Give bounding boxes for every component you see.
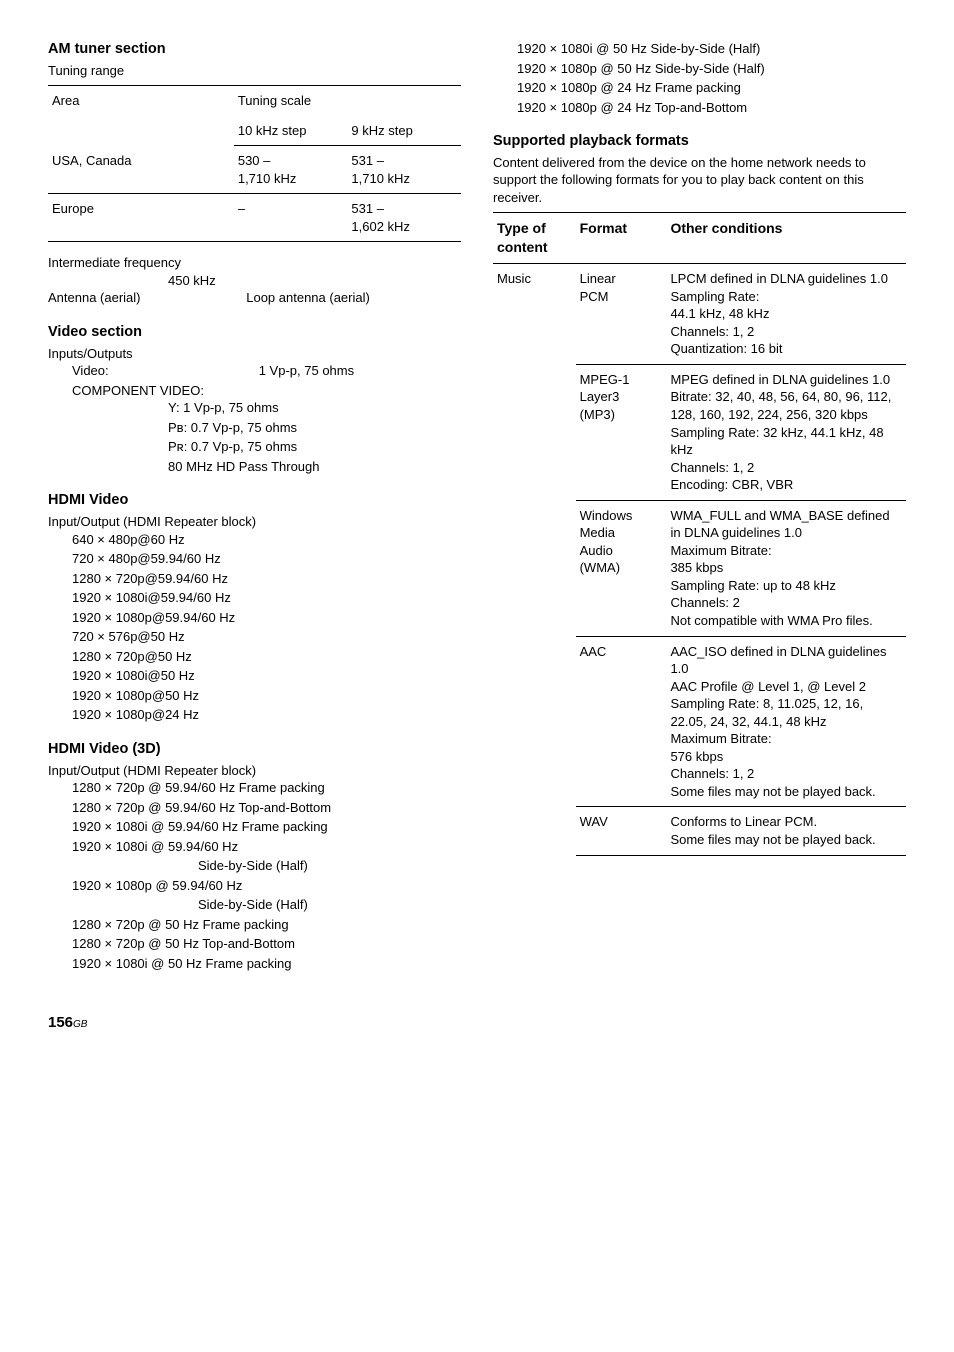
cell-format: WAV xyxy=(576,807,667,855)
antenna-value: Loop antenna (aerial) xyxy=(246,289,461,307)
formats-table: Type ofcontent Format Other conditions M… xyxy=(493,212,906,855)
supported-formats-section: Supported playback formats Content deliv… xyxy=(493,132,906,855)
cell-format: AAC xyxy=(576,636,667,807)
hdmi-3d-mode-line: 1920 × 1080p @ 50 Hz Side-by-Side (Half) xyxy=(493,60,906,78)
video-spec-line: Y: 1 Vp-p, 75 ohms xyxy=(48,399,461,417)
page-gb: GB xyxy=(73,1019,87,1030)
tuning-table: Area Tuning scale 10 kHz step 9 kHz step… xyxy=(48,85,461,242)
cell-conditions: LPCM defined in DLNA guidelines 1.0Sampl… xyxy=(666,264,906,365)
th-format: Format xyxy=(576,213,667,264)
hdmi-mode-line: 720 × 576p@50 Hz xyxy=(48,628,461,646)
hdmi-3d-mode-line: Side-by-Side (Half) xyxy=(48,857,461,875)
cell-type: Music xyxy=(493,264,576,365)
hdmi-mode-line: 1920 × 1080p@50 Hz xyxy=(48,687,461,705)
video-label: Video: xyxy=(72,362,259,380)
hdmi-mode-line: 640 × 480p@60 Hz xyxy=(48,531,461,549)
video-heading: Video section xyxy=(48,323,461,343)
supported-heading: Supported playback formats xyxy=(493,132,906,152)
cell-type xyxy=(493,364,576,500)
hdmi-mode-line: 1280 × 720p@50 Hz xyxy=(48,648,461,666)
hdmi-3d-mode-line: 1280 × 720p @ 50 Hz Top-and-Bottom xyxy=(48,935,461,953)
supported-desc: Content delivered from the device on the… xyxy=(493,154,906,207)
hdmi-mode-line: 720 × 480p@59.94/60 Hz xyxy=(48,550,461,568)
th-10khz: 10 kHz step xyxy=(234,116,348,146)
formats-row: WindowsMediaAudio(WMA)WMA_FULL and WMA_B… xyxy=(493,500,906,636)
hdmi-video-sub: Input/Output (HDMI Repeater block) xyxy=(48,513,461,531)
th-conditions: Other conditions xyxy=(666,213,906,264)
formats-row: WAVConforms to Linear PCM.Some files may… xyxy=(493,807,906,855)
formats-row: MusicLinearPCMLPCM defined in DLNA guide… xyxy=(493,264,906,365)
th-type: Type ofcontent xyxy=(493,213,576,264)
hdmi-3d-continued: 1920 × 1080i @ 50 Hz Side-by-Side (Half)… xyxy=(493,40,906,116)
cell-format: LinearPCM xyxy=(576,264,667,365)
page-footer: 156GB xyxy=(48,1013,906,1033)
hdmi-3d-heading: HDMI Video (3D) xyxy=(48,740,461,760)
cell-c2-1: 531 –1,602 kHz xyxy=(347,194,461,242)
hdmi-3d-mode-line: 1920 × 1080i @ 59.94/60 Hz Frame packing xyxy=(48,818,461,836)
hdmi-3d-mode-line: 1920 × 1080p @ 59.94/60 Hz xyxy=(48,877,461,895)
hdmi-3d-mode-line: 1280 × 720p @ 59.94/60 Hz Top-and-Bottom xyxy=(48,799,461,817)
video-spec-line: Pʙ: 0.7 Vp-p, 75 ohms xyxy=(48,419,461,437)
hdmi-3d-section: HDMI Video (3D) Input/Output (HDMI Repea… xyxy=(48,740,461,973)
video-spec-line: 80 MHz HD Pass Through xyxy=(48,458,461,476)
am-tuner-heading: AM tuner section xyxy=(48,40,461,60)
cell-c1-1: – xyxy=(234,194,348,242)
cell-type xyxy=(493,500,576,636)
cell-conditions: Conforms to Linear PCM.Some files may no… xyxy=(666,807,906,855)
am-tuner-section: AM tuner section Tuning range Area Tunin… xyxy=(48,40,461,307)
hdmi-3d-mode-line: 1280 × 720p @ 50 Hz Frame packing xyxy=(48,916,461,934)
hdmi-mode-line: 1920 × 1080p@24 Hz xyxy=(48,706,461,724)
video-value: 1 Vp-p, 75 ohms xyxy=(259,362,461,380)
cell-format: WindowsMediaAudio(WMA) xyxy=(576,500,667,636)
hdmi-video-heading: HDMI Video xyxy=(48,491,461,511)
intermediate-freq-label: Intermediate frequency xyxy=(48,254,461,272)
hdmi-3d-sub: Input/Output (HDMI Repeater block) xyxy=(48,762,461,780)
hdmi-mode-line: 1920 × 1080i@50 Hz xyxy=(48,667,461,685)
th-scale: Tuning scale xyxy=(234,86,461,116)
tuning-range-label: Tuning range xyxy=(48,62,461,80)
hdmi-3d-mode-line: 1920 × 1080i @ 50 Hz Frame packing xyxy=(48,955,461,973)
io-label: Inputs/Outputs xyxy=(48,345,461,363)
hdmi-3d-mode-line: 1280 × 720p @ 59.94/60 Hz Frame packing xyxy=(48,779,461,797)
cell-type xyxy=(493,636,576,807)
cell-conditions: MPEG defined in DLNA guidelines 1.0Bitra… xyxy=(666,364,906,500)
th-9khz: 9 kHz step xyxy=(347,116,461,146)
cell-format: MPEG-1Layer3(MP3) xyxy=(576,364,667,500)
hdmi-3d-mode-line: 1920 × 1080i @ 50 Hz Side-by-Side (Half) xyxy=(493,40,906,58)
hdmi-3d-mode-line: Side-by-Side (Half) xyxy=(48,896,461,914)
hdmi-3d-mode-line: 1920 × 1080i @ 59.94/60 Hz xyxy=(48,838,461,856)
hdmi-mode-line: 1920 × 1080i@59.94/60 Hz xyxy=(48,589,461,607)
hdmi-3d-mode-line: 1920 × 1080p @ 24 Hz Top-and-Bottom xyxy=(493,99,906,117)
cell-conditions: WMA_FULL and WMA_BASE defined in DLNA gu… xyxy=(666,500,906,636)
cell-type xyxy=(493,807,576,855)
antenna-label: Antenna (aerial) xyxy=(48,289,246,307)
page-number: 156 xyxy=(48,1014,73,1031)
hdmi-mode-line: 1920 × 1080p@59.94/60 Hz xyxy=(48,609,461,627)
video-spec-line: Pʀ: 0.7 Vp-p, 75 ohms xyxy=(48,438,461,456)
component-label: COMPONENT VIDEO: xyxy=(48,382,461,400)
th-area: Area xyxy=(48,86,234,146)
cell-area-0: USA, Canada xyxy=(48,146,234,194)
hdmi-video-section: HDMI Video Input/Output (HDMI Repeater b… xyxy=(48,491,461,724)
hdmi-mode-line: 1280 × 720p@59.94/60 Hz xyxy=(48,570,461,588)
cell-c1-0: 530 –1,710 kHz xyxy=(234,146,348,194)
cell-c2-0: 531 –1,710 kHz xyxy=(347,146,461,194)
video-section: Video section Inputs/Outputs Video: 1 Vp… xyxy=(48,323,461,475)
formats-row: AACAAC_ISO defined in DLNA guidelines 1.… xyxy=(493,636,906,807)
formats-row: MPEG-1Layer3(MP3)MPEG defined in DLNA gu… xyxy=(493,364,906,500)
hdmi-3d-mode-line: 1920 × 1080p @ 24 Hz Frame packing xyxy=(493,79,906,97)
cell-conditions: AAC_ISO defined in DLNA guidelines 1.0AA… xyxy=(666,636,906,807)
cell-area-1: Europe xyxy=(48,194,234,242)
intermediate-freq-value: 450 kHz xyxy=(48,272,461,290)
